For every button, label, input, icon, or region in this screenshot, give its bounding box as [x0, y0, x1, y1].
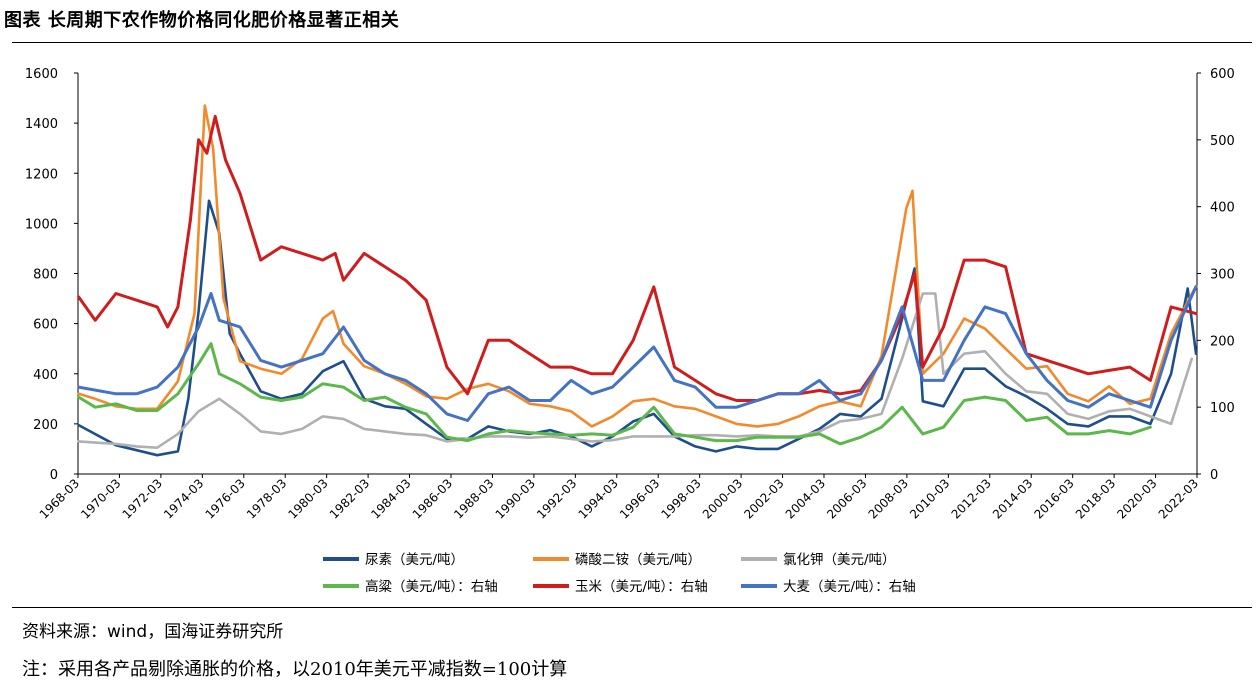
- x-tick-label: 2018-03: [1073, 476, 1118, 521]
- series-line: [77, 292, 1194, 450]
- y-left-tick-label: 1600: [25, 67, 58, 82]
- x-tick-label: 1978-03: [244, 476, 289, 521]
- y-left-tick-label: 400: [33, 368, 58, 383]
- x-tick-label: 1976-03: [203, 476, 248, 521]
- page-title: 图表 长周期下农作物价格同化肥价格显著正相关: [4, 10, 400, 31]
- x-tick-label: 1986-03: [410, 476, 455, 521]
- y-right-tick-label: 300: [1210, 268, 1235, 283]
- y-right-tick-label: 400: [1210, 201, 1235, 216]
- y-left-tick-label: 0: [50, 468, 58, 483]
- source-note: 资料来源：wind，国海证券研究所: [22, 622, 284, 642]
- title-divider: [12, 42, 1252, 43]
- series-line: [77, 342, 1152, 446]
- x-tick-label: 1988-03: [451, 476, 496, 521]
- series-line: [77, 104, 1198, 428]
- x-tick-label: 1980-03: [285, 476, 330, 521]
- x-tick-label: 1990-03: [493, 476, 538, 521]
- chart-axes: 0 200 400 600 800 1000 1200 1400 1600 0 100 200 300 4…: [25, 67, 1235, 522]
- y-right-tick-label: 0: [1210, 468, 1218, 483]
- x-tick-label: 2020-03: [1114, 476, 1159, 521]
- x-tick-label: 2014-03: [990, 476, 1035, 521]
- y-left-tick-label: 200: [33, 418, 58, 433]
- x-tick-label: 2012-03: [949, 476, 994, 521]
- x-tick-label: 1974-03: [161, 476, 206, 521]
- x-tick-label: 1992-03: [534, 476, 579, 521]
- y-left-tick-label: 1000: [25, 217, 58, 232]
- y-left-tick-label: 1200: [25, 167, 58, 182]
- line-chart: 0 200 400 600 800 1000 1200 1400 1600 0 100 200 300 4…: [25, 67, 1235, 595]
- legend-label: 磷酸二铵（美元/吨）: [575, 552, 701, 568]
- chart-series: [77, 104, 1198, 457]
- legend-label: 高粱（美元/吨）：右轴: [365, 578, 498, 595]
- x-tick-label: 1994-03: [576, 476, 621, 521]
- x-tick-label: 2006-03: [824, 476, 869, 521]
- x-tick-label: 2010-03: [907, 476, 952, 521]
- chart-legend: 尿素（美元/吨） 磷酸二铵（美元/吨） 氯化钾（美元/吨） 高粱（美元/吨）：右轴 玉米…: [323, 552, 916, 595]
- methodology-note: 注：采用各产品剔除通胀的价格，以2010年美元平减指数=100计算: [22, 659, 568, 680]
- y-right-tick-label: 100: [1210, 401, 1235, 416]
- x-tick-label: 1984-03: [368, 476, 413, 521]
- x-tick-label: 2016-03: [1031, 476, 1076, 521]
- x-tick-label: 1968-03: [37, 476, 82, 521]
- legend-label: 玉米（美元/吨）：右轴: [575, 579, 708, 595]
- x-tick-label: 1972-03: [120, 476, 165, 521]
- series-line: [77, 285, 1198, 422]
- y-right-tick-label: 600: [1210, 67, 1235, 82]
- legend-label: 大麦（美元/吨）：右轴: [783, 579, 916, 595]
- x-tick-label: 2022-03: [1156, 476, 1201, 521]
- x-tick-label: 2002-03: [741, 476, 786, 521]
- legend-label: 尿素（美元/吨）: [365, 552, 464, 568]
- footer-divider: [12, 607, 1252, 608]
- x-tick-label: 2004-03: [783, 476, 828, 521]
- y-right-tick-label: 200: [1210, 334, 1235, 349]
- y-left-tick-label: 800: [33, 268, 58, 283]
- series-line: [77, 114, 1198, 402]
- x-tick-label: 1982-03: [327, 476, 372, 521]
- x-tick-label: 1996-03: [617, 476, 662, 521]
- x-tick-label: 2008-03: [866, 476, 911, 521]
- y-right-tick-label: 500: [1210, 134, 1235, 149]
- x-tick-label: 2000-03: [700, 476, 745, 521]
- y-left-tick-label: 1400: [25, 117, 58, 132]
- legend-label: 氯化钾（美元/吨）: [783, 552, 896, 568]
- y-left-tick-label: 600: [33, 318, 58, 333]
- x-tick-label: 1998-03: [658, 476, 703, 521]
- x-tick-label: 1970-03: [78, 476, 123, 521]
